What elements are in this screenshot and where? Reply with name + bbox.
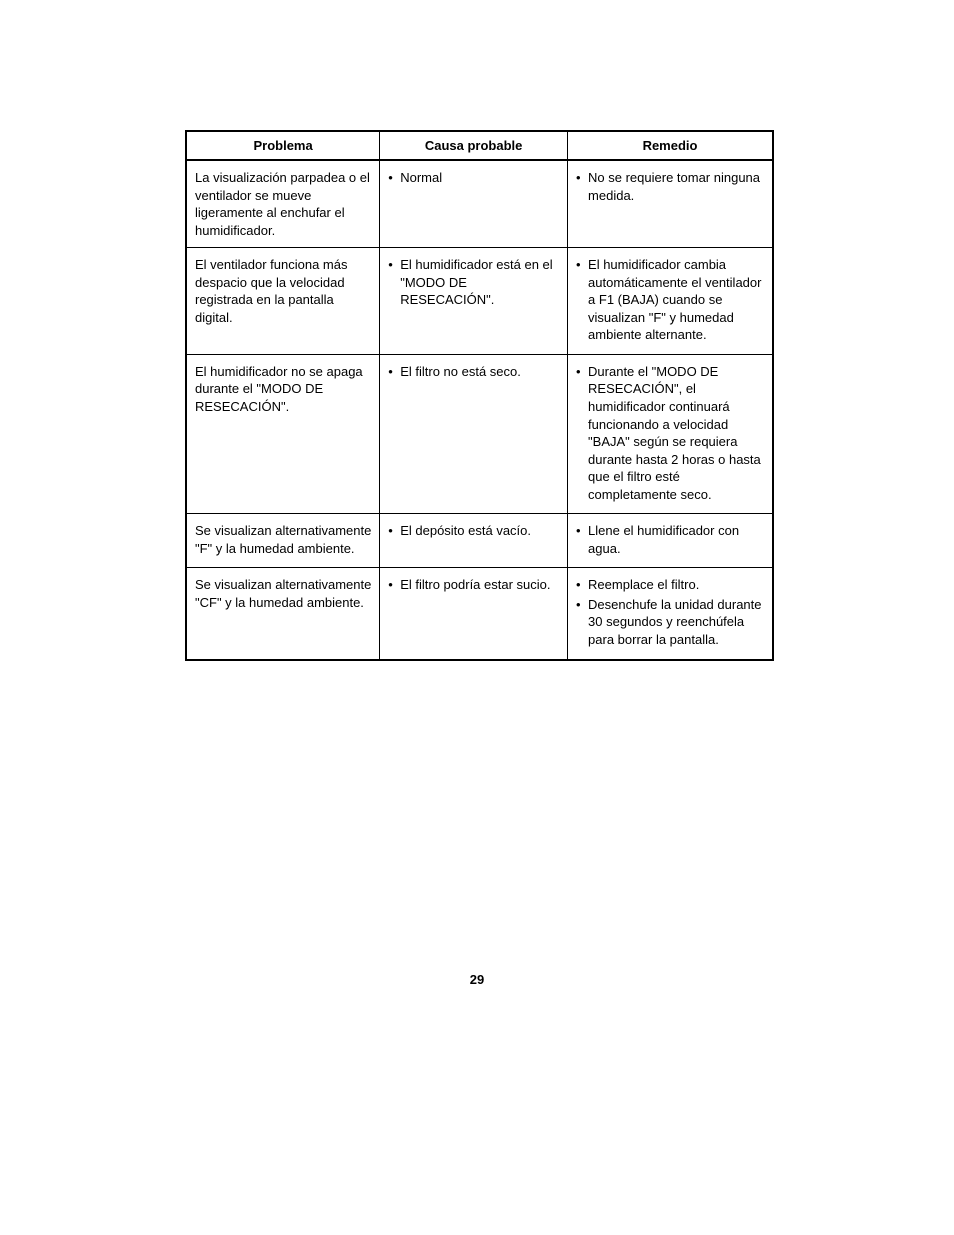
table-row: Se visualizan alternativamente "CF" y la… xyxy=(186,568,773,660)
header-problem: Problema xyxy=(186,131,380,160)
cell-remedy: Llene el humidificador con agua. xyxy=(568,514,773,568)
remedy-list: El humidificador cambia automáticamente … xyxy=(576,256,766,344)
cell-remedy: Reemplace el filtro. Desenchufe la unida… xyxy=(568,568,773,660)
list-item: El filtro no está seco. xyxy=(388,363,561,381)
list-item: El filtro podría estar sucio. xyxy=(388,576,561,594)
cell-cause: El humidificador está en el "MODO DE RES… xyxy=(380,248,568,355)
list-item: No se requiere tomar ninguna medida. xyxy=(576,169,766,204)
header-remedy: Remedio xyxy=(568,131,773,160)
cell-cause: El depósito está vacío. xyxy=(380,514,568,568)
table-row: La visualización parpadea o el ventilado… xyxy=(186,160,773,248)
remedy-list: Llene el humidificador con agua. xyxy=(576,522,766,557)
page-number: 29 xyxy=(0,972,954,987)
cell-remedy: El humidificador cambia automáticamente … xyxy=(568,248,773,355)
cell-problem: El ventilador funciona más despacio que … xyxy=(186,248,380,355)
cell-problem: Se visualizan alternativamente "F" y la … xyxy=(186,514,380,568)
cell-problem: Se visualizan alternativamente "CF" y la… xyxy=(186,568,380,660)
table-row: Se visualizan alternativamente "F" y la … xyxy=(186,514,773,568)
list-item: Reemplace el filtro. xyxy=(576,576,766,594)
cell-cause: Normal xyxy=(380,160,568,248)
cause-list: El filtro no está seco. xyxy=(388,363,561,381)
list-item: El humidificador cambia automáticamente … xyxy=(576,256,766,344)
remedy-list: No se requiere tomar ninguna medida. xyxy=(576,169,766,204)
troubleshooting-table: Problema Causa probable Remedio La visua… xyxy=(185,130,774,661)
remedy-list: Reemplace el filtro. Desenchufe la unida… xyxy=(576,576,766,648)
list-item: Normal xyxy=(388,169,561,187)
list-item: El humidificador está en el "MODO DE RES… xyxy=(388,256,561,309)
list-item: El depósito está vacío. xyxy=(388,522,561,540)
table-row: El ventilador funciona más despacio que … xyxy=(186,248,773,355)
header-cause: Causa probable xyxy=(380,131,568,160)
cause-list: El depósito está vacío. xyxy=(388,522,561,540)
table-header-row: Problema Causa probable Remedio xyxy=(186,131,773,160)
cell-cause: El filtro podría estar sucio. xyxy=(380,568,568,660)
list-item: Llene el humidificador con agua. xyxy=(576,522,766,557)
table-body: La visualización parpadea o el ventilado… xyxy=(186,160,773,660)
list-item: Durante el "MODO DE RESECACIÓN", el humi… xyxy=(576,363,766,503)
cell-problem: El humidificador no se apaga durante el … xyxy=(186,354,380,513)
table-row: El humidificador no se apaga durante el … xyxy=(186,354,773,513)
list-item: Desenchufe la unidad durante 30 segundos… xyxy=(576,596,766,649)
remedy-list: Durante el "MODO DE RESECACIÓN", el humi… xyxy=(576,363,766,503)
cell-remedy: Durante el "MODO DE RESECACIÓN", el humi… xyxy=(568,354,773,513)
cause-list: Normal xyxy=(388,169,561,187)
cell-cause: El filtro no está seco. xyxy=(380,354,568,513)
cause-list: El filtro podría estar sucio. xyxy=(388,576,561,594)
cell-remedy: No se requiere tomar ninguna medida. xyxy=(568,160,773,248)
cell-problem: La visualización parpadea o el ventilado… xyxy=(186,160,380,248)
cause-list: El humidificador está en el "MODO DE RES… xyxy=(388,256,561,309)
document-page: Problema Causa probable Remedio La visua… xyxy=(0,0,954,661)
